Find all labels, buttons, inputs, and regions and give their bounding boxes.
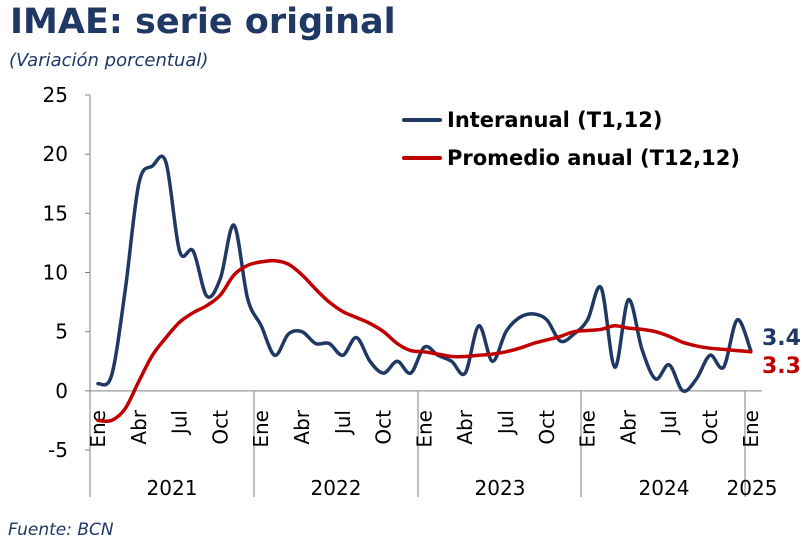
x-tick-labels: Ene Abr Jul Oct Ene Abr Jul Oct Ene Abr Jul Oct Ene A…: [86, 409, 763, 447]
chart-subtitle: (Variación porcentual): [9, 50, 209, 71]
x-tick-label: Abr: [127, 409, 151, 444]
series-line-promedio-anual: [96, 258, 753, 424]
chart-title: IMAE: serie original: [10, 2, 396, 42]
y-tick-label: 20: [43, 142, 68, 166]
x-tick-label: Oct: [372, 410, 396, 445]
y-tick-label: 25: [43, 83, 68, 107]
x-tick-label: Ene: [412, 410, 436, 448]
year-label: 2023: [475, 476, 526, 500]
x-tick-label: Ene: [86, 410, 110, 448]
y-tick-label: 0: [55, 379, 68, 403]
x-tick-label: Jul: [331, 410, 355, 436]
x-tick-label: Ene: [576, 410, 600, 448]
year-label: 2025: [727, 476, 778, 500]
legend-item-interanual-label: Interanual (T1,12): [447, 108, 663, 132]
y-tick-label: 5: [55, 320, 68, 344]
year-label: 2024: [639, 476, 690, 500]
end-labels: 3.43.3: [762, 326, 801, 379]
x-tick-label: Ene: [249, 410, 273, 448]
y-tick-label: 15: [43, 201, 68, 225]
x-tick-label: Jul: [494, 410, 518, 436]
axes: [85, 94, 762, 497]
year-labels: 2021 2022 2023 2024 2025: [147, 476, 778, 500]
y-tick-label: 10: [43, 261, 68, 285]
y-tick-labels: 25 20 15 10 5 0 -5: [43, 83, 68, 462]
x-tick-label: Oct: [535, 410, 559, 445]
x-tick-label: Oct: [208, 410, 232, 445]
series-lines: [96, 154, 753, 424]
x-tick-label: Abr: [290, 409, 314, 444]
x-tick-label: Ene: [739, 410, 763, 448]
year-label: 2022: [311, 476, 362, 500]
y-tick-label: -5: [48, 438, 68, 462]
legend-item-promedio-anual-label: Promedio anual (T12,12): [447, 146, 740, 170]
x-tick-label: Jul: [657, 410, 681, 436]
end-label-promedio-anual: 3.3: [762, 354, 801, 379]
legend: Interanual (T1,12) Promedio anual (T12,12…: [402, 108, 740, 170]
x-tick-label: Jul: [168, 410, 192, 436]
source-note: Fuente: BCN: [8, 520, 114, 540]
end-label-interanual: 3.4: [762, 326, 801, 351]
year-label: 2021: [147, 476, 198, 500]
x-tick-label: Abr: [616, 409, 640, 444]
x-tick-label: Oct: [698, 410, 722, 445]
series-line-interanual: [96, 154, 753, 393]
x-tick-label: Abr: [453, 409, 477, 444]
